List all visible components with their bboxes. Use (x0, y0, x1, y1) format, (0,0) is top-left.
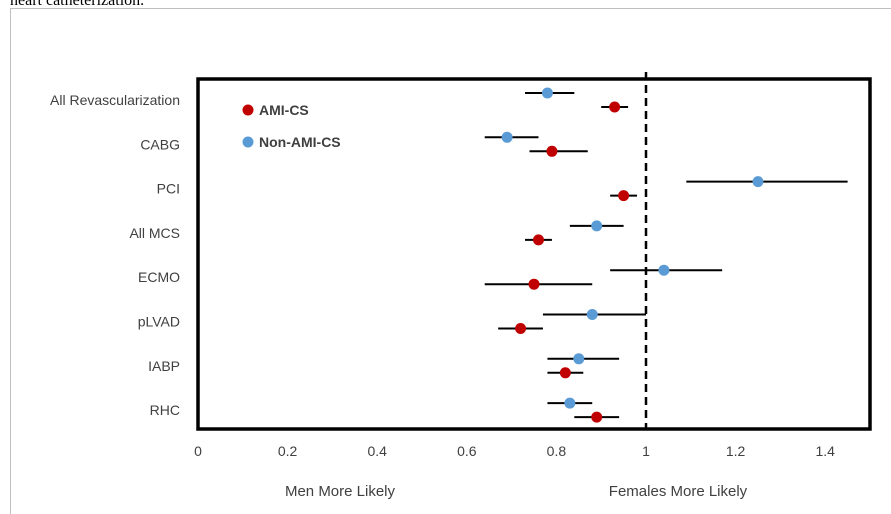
data-point (564, 397, 576, 409)
legend-marker (242, 104, 254, 116)
x-tick-labels: 0 0.2 0.4 0.6 0.8 1 1.2 1.4 (194, 443, 835, 459)
category-label: All MCS (129, 225, 180, 241)
plot-border (196, 77, 872, 431)
data-point (532, 234, 544, 246)
x-tick-label: 0.4 (367, 443, 387, 459)
x-tick-label: 0.6 (457, 443, 477, 459)
data-point (658, 264, 670, 276)
men-more-likely-label: Men More Likely (285, 483, 396, 500)
legend: AMI-CS Non-AMI-CS (242, 102, 341, 150)
x-tick-label: 1.2 (726, 443, 746, 459)
legend-marker (242, 136, 254, 148)
data-point (515, 323, 527, 334)
series-marks (484, 87, 848, 423)
data-point (618, 190, 630, 202)
legend-label: AMI-CS (259, 102, 309, 118)
x-tick-label: 0 (194, 443, 202, 459)
data-point (573, 353, 585, 365)
females-more-likely-label: Females More Likely (609, 483, 748, 500)
x-tick-label: 1.4 (815, 443, 835, 459)
data-point (591, 411, 603, 423)
data-point (546, 145, 558, 157)
category-label: All Revascularization (50, 92, 180, 108)
data-point (559, 367, 571, 379)
category-label: RHC (150, 402, 180, 418)
category-labels: All Revascularization CABG PCI All MCS ECMO p… (50, 92, 180, 418)
category-label: pLVAD (138, 314, 180, 330)
data-point (528, 278, 540, 290)
caption-text: heart catheterization. (10, 0, 145, 9)
legend-label: Non-AMI-CS (259, 134, 341, 150)
data-point (541, 87, 553, 99)
category-label: ECMO (138, 269, 180, 285)
series-ami-cs (484, 101, 638, 423)
figure-frame (10, 8, 891, 514)
data-point (591, 220, 603, 232)
category-label: CABG (140, 136, 180, 152)
data-point (609, 101, 621, 113)
data-point (752, 176, 764, 188)
x-tick-label: 1 (642, 443, 650, 459)
data-point (501, 131, 513, 143)
data-point (586, 309, 598, 320)
x-tick-label: 0.8 (547, 443, 567, 459)
series-non-ami-cs (484, 87, 848, 409)
category-label: IABP (148, 358, 180, 374)
x-tick-label: 0.2 (278, 443, 298, 459)
category-label: PCI (157, 181, 180, 197)
